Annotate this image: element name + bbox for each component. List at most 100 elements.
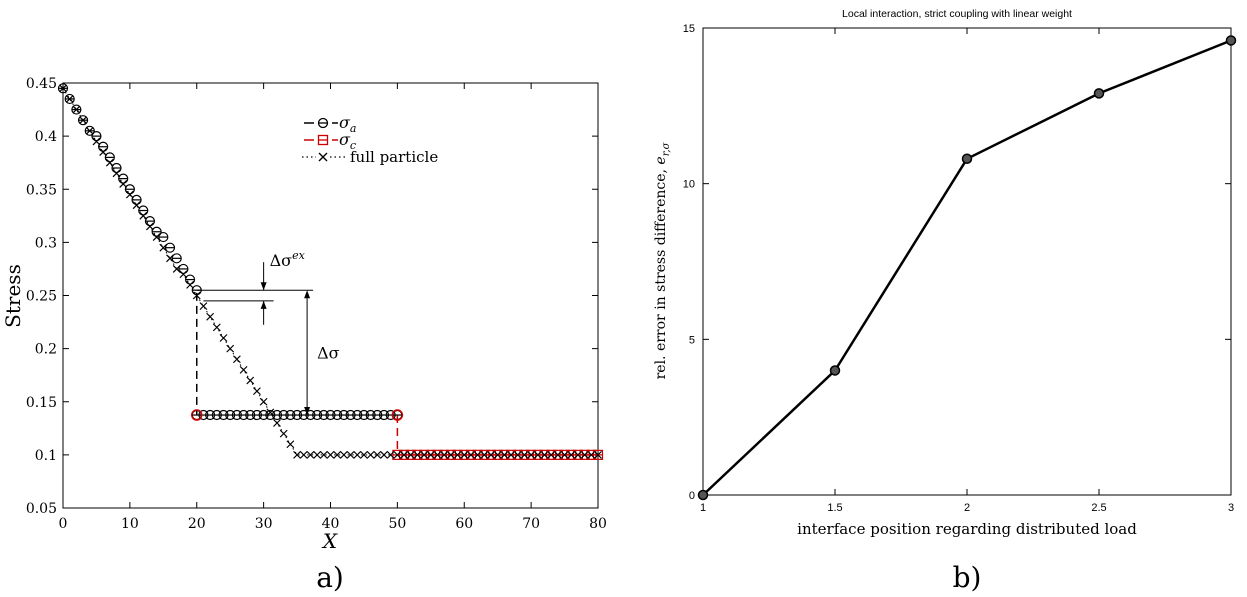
full-particle-point [105, 158, 114, 167]
full-particle-point [440, 450, 449, 459]
full-particle-point [533, 450, 542, 459]
full-particle-point [273, 419, 281, 427]
full-particle-point [192, 291, 201, 300]
full-particle-point [199, 302, 208, 311]
full-particle-point [319, 450, 328, 459]
full-particle-point [406, 450, 415, 459]
full-particle-point [360, 450, 368, 459]
full-particle-point [253, 387, 261, 396]
panel-b-label: b) [953, 561, 982, 594]
annot-delta-sigma: Δσ [317, 344, 340, 363]
error-point [829, 365, 841, 376]
full-particle-point [513, 450, 522, 459]
full-particle-point [333, 450, 342, 459]
x-tick-label-b: 2.5 [1091, 502, 1106, 514]
full-particle-point [567, 450, 576, 459]
full-particle-point [232, 355, 241, 364]
full-particle-point [172, 265, 181, 273]
x-tick-label-b: 1.5 [827, 502, 842, 514]
full-particle-point [286, 440, 295, 449]
x-tick-label-b: 2 [964, 502, 970, 514]
panel-a-label: a) [316, 561, 344, 594]
full-particle-point [65, 95, 74, 103]
full-particle-point [132, 201, 141, 210]
annot-delta-arrowhead-bottom [304, 407, 311, 416]
error-point [961, 153, 973, 165]
panel-b: Local interaction, strict coupling with … [653, 8, 1237, 594]
full-particle-point [186, 280, 194, 289]
full-particle-point [112, 169, 121, 178]
full-particle-point [467, 450, 475, 459]
y-tick-label-b: 5 [689, 334, 695, 346]
y-tick-label-a: 0.35 [26, 182, 57, 198]
sigma-c-end-point [391, 409, 404, 421]
full-particle-point [346, 450, 355, 459]
x-tick-label-b: 1 [700, 502, 706, 514]
y-tick-label-a: 0.15 [26, 395, 57, 411]
full-particle-point [279, 429, 288, 438]
full-particle-point [152, 233, 161, 241]
x-tick-label-b: 3 [1228, 502, 1234, 514]
x-tick-label-a: 60 [455, 516, 473, 532]
x-tick-label-a: 50 [388, 516, 406, 532]
annot-ex-arrowhead-bottom [260, 300, 267, 309]
full-particle-point [520, 450, 529, 459]
legend-full-particle-marker [318, 152, 328, 162]
y-tick-label-a: 0.05 [26, 501, 57, 517]
full-particle-point [159, 243, 168, 252]
full-particle-point [59, 84, 67, 93]
full-particle-point [79, 116, 87, 125]
full-particle-point [226, 344, 235, 353]
full-particle-point [540, 450, 549, 459]
error-point [697, 489, 709, 501]
y-tick-label-a: 0.25 [26, 289, 57, 305]
y-tick-label-a: 0.3 [35, 235, 57, 251]
legend-full-particle-label: full particle [350, 148, 438, 166]
full-particle-point [400, 450, 408, 459]
plot-b-ticks: 1 1.5 2 2.5 3 0 5 10 15 [683, 23, 1234, 514]
full-particle-point [446, 450, 455, 459]
y-tick-label-b: 0 [689, 490, 695, 502]
x-tick-label-a: 40 [322, 516, 340, 532]
full-particle-point [246, 376, 255, 385]
full-particle-point [460, 450, 469, 459]
x-tick-label-a: 80 [589, 516, 607, 532]
full-particle-point [386, 450, 395, 459]
x-tick-label-a: 30 [255, 516, 273, 532]
full-particle-point [493, 450, 502, 459]
full-particle-point [206, 312, 215, 321]
full-particle-point [266, 408, 275, 417]
full-particle-point [326, 450, 335, 459]
full-particle-point [239, 365, 248, 374]
plot-b-title: Local interaction, strict coupling with … [842, 8, 1072, 20]
full-particle-point [353, 450, 362, 459]
full-particle-point [553, 450, 562, 459]
plot-b-series [697, 35, 1237, 501]
full-particle-point [527, 450, 536, 459]
error-line [702, 39, 1232, 496]
x-tick-label-a: 20 [188, 516, 206, 532]
full-particle-point [413, 450, 422, 459]
full-particle-line [62, 88, 598, 456]
x-tick-label-a: 70 [522, 516, 540, 532]
full-particle-point [574, 450, 582, 459]
annot-ex-arrowhead-top [260, 282, 267, 291]
y-tick-label-b: 15 [683, 23, 695, 35]
plot-a-series [57, 83, 604, 460]
full-particle-point [393, 450, 402, 459]
full-particle-point [587, 450, 596, 459]
full-particle-point [487, 450, 495, 459]
full-particle-point [433, 450, 442, 459]
full-particle-point [594, 450, 602, 459]
full-particle-point [380, 450, 388, 459]
full-particle-point [99, 148, 108, 156]
plot-b-x-axis-label: interface position regarding distributed… [797, 520, 1137, 538]
y-tick-label-b: 10 [683, 179, 695, 191]
y-tick-label-a: 0.1 [35, 448, 57, 464]
full-particle-point [299, 450, 308, 459]
plot-a-y-axis-label: Stress [1, 264, 25, 328]
full-particle-point [293, 450, 301, 459]
full-particle-point [306, 450, 315, 459]
full-particle-point [473, 450, 482, 459]
